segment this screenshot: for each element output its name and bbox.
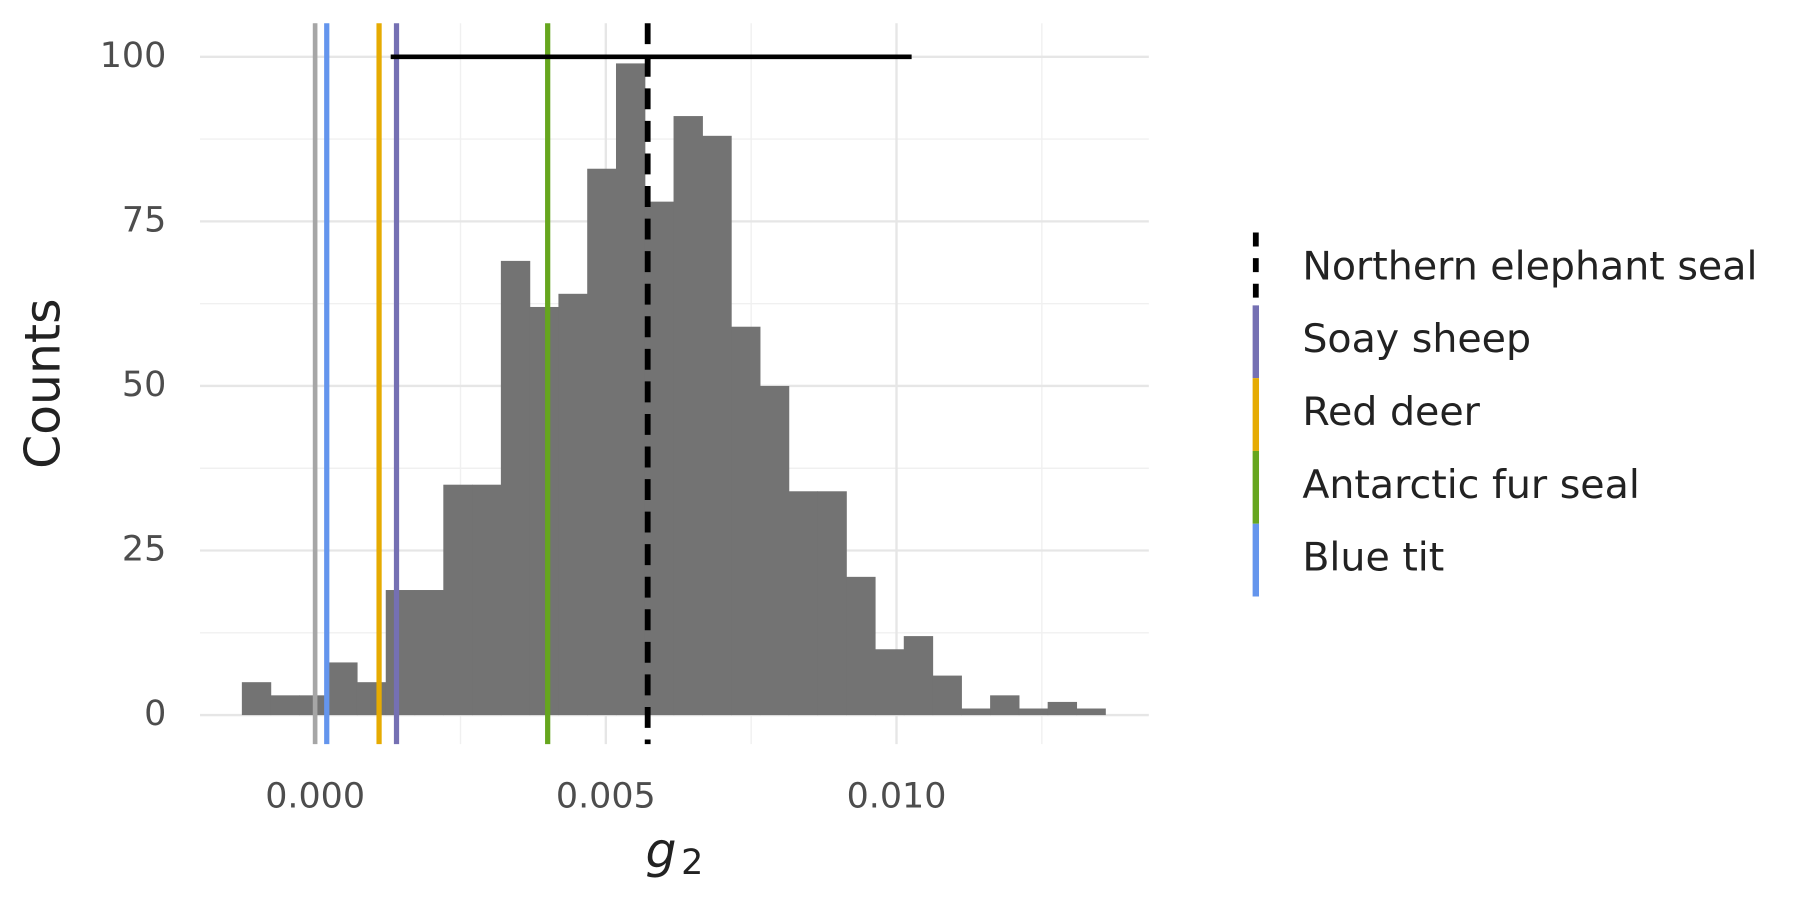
legend-label: Red deer [1302, 389, 1480, 435]
y-axis-label: Counts [15, 298, 72, 468]
legend-label: Antarctic fur seal [1302, 462, 1640, 508]
histogram-bar [990, 695, 1020, 716]
y-tick-label: 50 [122, 365, 166, 405]
histogram-bar [1076, 708, 1106, 716]
y-tick-label: 75 [122, 200, 166, 240]
histogram-bar [1018, 708, 1049, 716]
y-tick-label: 100 [100, 36, 167, 76]
histogram-bar [731, 326, 761, 716]
histogram-bar [702, 135, 732, 716]
histogram-bar [615, 63, 646, 716]
histogram-bar [443, 484, 473, 716]
x-axis-label-main: g [645, 823, 676, 880]
histogram-bar [961, 708, 991, 716]
histogram-bar [500, 260, 531, 716]
y-tick-label: 25 [122, 530, 166, 570]
histogram-bar [472, 484, 502, 716]
histogram-bar [846, 576, 876, 716]
x-tick-label: 0.005 [556, 777, 656, 817]
histogram-bar [270, 695, 300, 716]
histogram-bar [673, 116, 703, 716]
y-tick-label: 0 [144, 694, 166, 734]
legend-label: Soay sheep [1302, 316, 1531, 362]
histogram-bar [759, 385, 790, 716]
histogram-bar [1047, 701, 1078, 716]
histogram-bar [558, 293, 588, 716]
x-tick-label: 0.000 [265, 777, 365, 817]
histogram-bar [874, 649, 905, 716]
legend-label: Blue tit [1302, 535, 1444, 581]
x-tick-label: 0.010 [847, 777, 947, 817]
histogram-bar [356, 682, 387, 716]
x-axis-label-subscript: 2 [681, 843, 703, 883]
histogram-bar [241, 682, 272, 716]
histogram-bar [903, 636, 934, 716]
legend-label: Northern elephant seal [1302, 243, 1757, 289]
histogram-bar [328, 662, 358, 716]
histogram-bar [788, 491, 819, 716]
histogram-bar [817, 491, 847, 716]
histogram-bar [587, 168, 617, 716]
histogram-bar [385, 590, 416, 716]
histogram-bar [932, 675, 962, 716]
histogram-bar [529, 306, 560, 716]
histogram-bar [414, 590, 444, 716]
